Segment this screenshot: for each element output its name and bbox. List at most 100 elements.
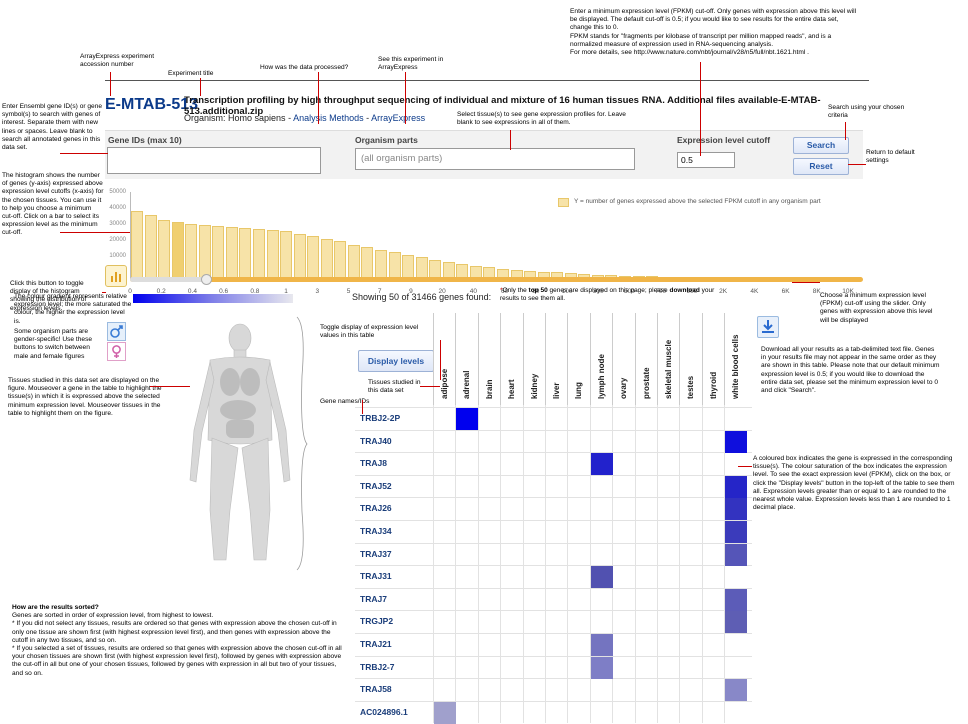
asterisk-icon: * (500, 287, 503, 294)
histogram-bar[interactable] (225, 227, 238, 280)
expression-cell[interactable] (725, 521, 748, 543)
human-body-figure[interactable] (180, 320, 300, 570)
expression-histogram[interactable] (130, 192, 863, 280)
search-button[interactable]: Search (793, 137, 849, 154)
histogram-bar[interactable] (185, 223, 198, 280)
expression-cell[interactable] (590, 634, 613, 656)
histogram-bar[interactable] (361, 247, 374, 280)
x-tick-label: 80 (532, 288, 540, 295)
tissue-column-header[interactable]: white blood cells (724, 313, 747, 405)
histogram-bar[interactable] (375, 249, 388, 280)
callout-line (102, 292, 106, 293)
expression-cell[interactable] (590, 453, 613, 476)
expression-cell[interactable] (725, 498, 748, 521)
gene-name-link[interactable]: TRAJ34 (360, 526, 392, 536)
tissue-column-header[interactable]: ovary (612, 313, 635, 405)
histogram-bar[interactable] (266, 229, 279, 280)
tissue-column-header[interactable]: lymph node (589, 313, 613, 405)
histogram-bar[interactable] (158, 219, 171, 280)
x-tick-label: 0.2 (156, 288, 166, 295)
gene-name-link[interactable]: TRAJ40 (360, 435, 392, 446)
accession-link[interactable]: E-MTAB-513 (105, 96, 199, 113)
histogram-bar[interactable] (347, 244, 360, 280)
histogram-bar[interactable] (307, 236, 320, 280)
expression-cell[interactable] (725, 543, 748, 566)
tissue-column-header[interactable]: skeletal muscle (657, 313, 680, 405)
cutoff-input[interactable]: 0.5 (677, 152, 735, 168)
histogram-bar[interactable] (198, 224, 211, 280)
note-fpkm: Enter a minimum expression level (FPKM) … (570, 8, 860, 57)
histogram-bar[interactable] (253, 228, 266, 280)
tissue-column-header[interactable]: liver (545, 313, 568, 405)
cutoff-slider-handle[interactable] (201, 274, 212, 285)
callout-line (848, 164, 866, 165)
organism-parts-label: Organism parts (355, 135, 418, 145)
tissue-column-header[interactable]: heart (500, 313, 523, 405)
y-tick-label: 10000 (109, 253, 126, 259)
gene-name-link[interactable]: TRAJ7 (360, 593, 387, 604)
gene-name-link[interactable]: TRAJ58 (360, 684, 392, 695)
column-divider (433, 405, 434, 723)
expression-cell[interactable] (725, 588, 748, 611)
tissue-column-header[interactable]: kidney (522, 313, 546, 405)
histogram-toggle-button[interactable] (105, 265, 127, 287)
histogram-bar[interactable] (320, 238, 333, 280)
gene-name-link[interactable]: AC024896.1 (360, 706, 408, 717)
histogram-bar[interactable] (388, 252, 401, 280)
column-divider (522, 405, 524, 723)
gene-ids-input[interactable] (107, 147, 321, 174)
histogram-bar[interactable] (293, 233, 306, 280)
female-toggle-button[interactable] (107, 342, 126, 361)
expression-cell[interactable] (725, 611, 748, 634)
gene-name-link[interactable]: TRAJ26 (360, 503, 392, 514)
gene-name-link[interactable]: TRAJ31 (360, 571, 392, 582)
tissue-column-header[interactable]: adipose (433, 313, 456, 405)
callout-line (420, 386, 440, 387)
tissue-column-header[interactable]: thyroid (701, 313, 725, 405)
expression-cell[interactable] (590, 566, 613, 589)
expression-cell[interactable] (725, 679, 748, 702)
histogram-bar[interactable] (131, 211, 144, 280)
expression-cell[interactable] (725, 430, 748, 453)
gene-name-link[interactable]: TRAJ21 (360, 639, 392, 649)
analysis-methods-link[interactable]: Analysis Methods (293, 113, 364, 123)
table-row (355, 678, 752, 680)
table-row (355, 700, 752, 702)
gene-ids-label: Gene IDs (max 10) (108, 135, 182, 145)
expression-cell[interactable] (456, 408, 479, 430)
gene-name-link[interactable]: TRAJ37 (360, 548, 392, 559)
male-toggle-button[interactable] (107, 322, 126, 341)
callout-line (60, 232, 130, 233)
callout-line (200, 78, 201, 96)
x-tick-label: 9 (409, 288, 413, 295)
gene-name-link[interactable]: TRBJ2-7 (360, 661, 395, 672)
histogram-bar[interactable] (239, 227, 252, 280)
expression-cell[interactable] (590, 656, 613, 679)
cutoff-slider-track[interactable] (130, 277, 863, 282)
tissue-label: brain (484, 379, 494, 399)
tissue-column-header[interactable]: adrenal (455, 313, 478, 405)
gene-name-link[interactable]: TRAJ8 (360, 458, 387, 469)
arrayexpress-link[interactable]: ArrayExpress (371, 113, 426, 123)
tissue-column-header[interactable]: brain (477, 313, 501, 405)
display-levels-button[interactable]: Display levels (358, 350, 434, 372)
download-button[interactable] (757, 316, 779, 338)
histogram-bar[interactable] (171, 222, 184, 280)
gene-name-link[interactable]: TRBJ2-2P (360, 413, 401, 423)
gene-name-link[interactable]: TRGJP2 (360, 616, 394, 627)
tissue-column-header[interactable]: testes (679, 313, 702, 405)
histogram-bar[interactable] (144, 215, 157, 280)
download-icon (762, 320, 774, 333)
histogram-bar[interactable] (280, 231, 293, 280)
note-gene-names: Gene names/IDs (320, 398, 370, 405)
callout-line (440, 340, 441, 380)
tissue-column-header[interactable]: prostate (634, 313, 658, 405)
gene-name-link[interactable]: TRAJ52 (360, 480, 392, 491)
histogram-bar[interactable] (212, 226, 225, 280)
expression-cell[interactable] (434, 701, 456, 724)
organism-parts-input[interactable]: (all organism parts) (355, 148, 635, 170)
expression-cell[interactable] (725, 475, 748, 498)
tissue-column-header[interactable]: lung (567, 313, 590, 405)
reset-button[interactable]: Reset (793, 158, 849, 175)
histogram-bar[interactable] (334, 241, 347, 280)
